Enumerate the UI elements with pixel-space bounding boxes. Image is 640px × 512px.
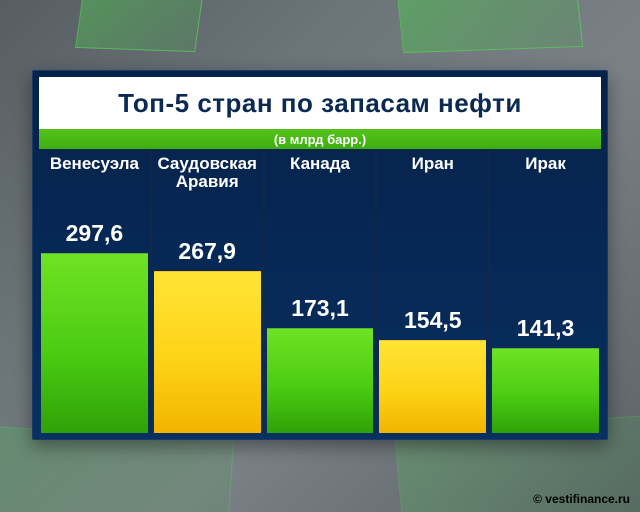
bar — [492, 348, 599, 433]
chart-panel: Топ-5 стран по запасам нефти (в млрд бар… — [32, 70, 608, 440]
value-label: 267,9 — [178, 238, 236, 265]
category-label: Иран — [377, 149, 488, 193]
bar — [154, 271, 261, 433]
chart-subtitle: (в млрд барр.) — [274, 132, 366, 147]
bg-decoration — [397, 0, 583, 53]
chart-column: Венесуэла 297,6 — [39, 149, 152, 433]
bar — [41, 253, 148, 433]
value-label: 173,1 — [291, 295, 349, 322]
bar — [379, 340, 486, 433]
category-label: Ирак — [490, 149, 601, 193]
category-label: Саудовская Аравия — [152, 149, 263, 193]
chart-title: Топ-5 стран по запасам нефти — [118, 88, 522, 119]
bg-decoration — [75, 0, 205, 52]
value-label: 154,5 — [404, 307, 462, 334]
chart-title-bar: Топ-5 стран по запасам нефти — [39, 77, 601, 129]
value-label: 297,6 — [66, 220, 124, 247]
category-label: Венесуэла — [39, 149, 150, 193]
chart-column: Иран 154,5 — [377, 149, 490, 433]
value-label: 141,3 — [517, 315, 575, 342]
bar — [267, 328, 374, 433]
category-label: Канада — [265, 149, 376, 193]
chart-column: Канада 173,1 — [265, 149, 378, 433]
credit-text: © vestifinance.ru — [533, 492, 630, 506]
chart-subtitle-bar: (в млрд барр.) — [39, 129, 601, 149]
chart-area: Венесуэла 297,6 Саудовская Аравия 267,9 Кана… — [39, 149, 601, 433]
chart-column: Ирак 141,3 — [490, 149, 601, 433]
chart-column: Саудовская Аравия 267,9 — [152, 149, 265, 433]
